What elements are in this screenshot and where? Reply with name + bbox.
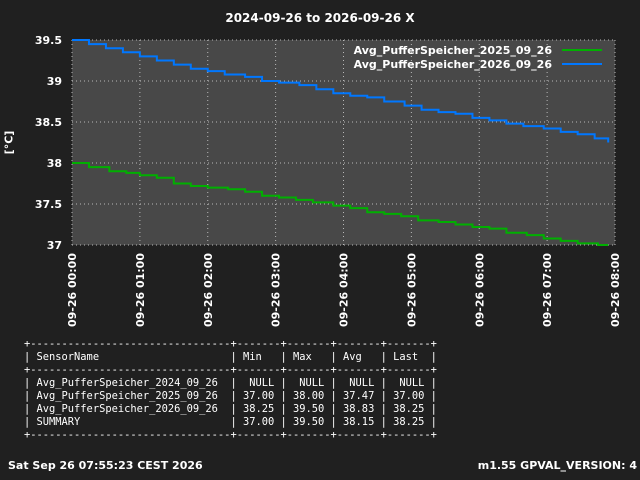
y-tick-label: 38 [47,157,62,170]
legend-swatch-2025 [562,49,602,51]
stats-table: +--------------------------------+------… [24,338,437,441]
x-tick-label: 09-26 00:00 [66,253,79,327]
x-tick-label: 09-26 03:00 [270,253,283,327]
x-tick-label: 09-26 06:00 [473,253,486,327]
x-tick-label: 09-26 02:00 [202,253,215,327]
legend-entry-2026: Avg_PufferSpeicher_2026_09_26 [354,57,602,71]
legend-label-2025: Avg_PufferSpeicher_2025_09_26 [353,43,552,57]
y-axis-label: [°C] [2,130,16,155]
y-tick-label: 37.5 [35,198,62,211]
legend-swatch-2026 [562,63,602,65]
series-lines [72,39,610,246]
y-tick-label: 38.5 [35,116,62,129]
footer-timestamp: Sat Sep 26 07:55:23 CEST 2026 [8,459,203,472]
line-chart: 37 37.5 38 38.5 39 39.5 09-26 00:00 09-26 01:00… [35,34,622,327]
series-line-0 [72,162,609,246]
footer-version: m1.55 GPVAL_VERSION: 4 [477,459,637,472]
legend: Avg_PufferSpeicher_2025_09_26 Avg_Puffer… [354,43,602,71]
grid [71,39,616,246]
legend-entry-2025: Avg_PufferSpeicher_2025_09_26 [354,43,602,57]
x-tick-label: 09-26 08:00 [609,253,622,327]
y-tick-label: 37 [47,239,62,252]
x-tick-label: 09-26 05:00 [405,253,418,327]
y-tick-label: 39.5 [35,34,62,47]
y-tick-label: 39 [47,75,62,88]
x-tick-label: 09-26 07:00 [541,253,554,327]
tick-labels: 37 37.5 38 38.5 39 39.5 09-26 00:00 09-26 01:00… [35,34,622,327]
x-tick-label: 09-26 04:00 [338,253,351,327]
legend-label-2026: Avg_PufferSpeicher_2026_09_26 [353,57,552,71]
series-line-1 [72,39,610,143]
chart-title: 2024-09-26 to 2026-09-26 X [225,11,415,25]
x-tick-label: 09-26 01:00 [134,253,147,327]
plot-area [72,40,615,245]
